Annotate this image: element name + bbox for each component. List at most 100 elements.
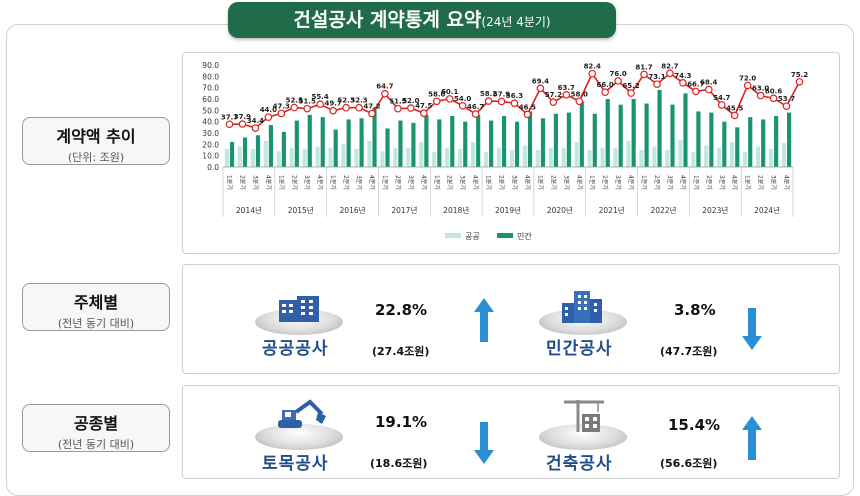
row-label-amount-title: 계약액 추이: [56, 127, 136, 146]
total-value-label: 52.3: [350, 97, 367, 105]
y-tick-label: 0.0: [207, 163, 219, 172]
up-arrow-icon: [742, 416, 762, 460]
total-value-label: 53.7: [778, 95, 795, 103]
total-value-label: 65.2: [622, 82, 639, 90]
bar-public: [224, 148, 229, 167]
civil-works-amount: (18.6조원): [370, 457, 428, 470]
x-tick-label: 1분기: [381, 175, 389, 190]
total-value-label: 72.0: [739, 74, 756, 82]
x-tick-label: 1분기: [329, 175, 337, 190]
bar-private: [774, 116, 779, 167]
x-tick-label: 1분기: [277, 175, 285, 190]
bar-private: [346, 119, 351, 167]
trend-chart: 0.0 10.0 20.0 30.0 40.0 50.0 60.0 70.0 80.0 90.0 1…: [202, 61, 808, 241]
down-arrow-icon: [474, 422, 494, 464]
bar-private: [748, 117, 753, 167]
total-point: [743, 81, 752, 90]
total-value-label: 52.3: [337, 97, 354, 105]
total-value-label: 37.7: [221, 113, 238, 121]
year-label: 2015년: [288, 205, 314, 215]
x-tick-label: 4분기: [679, 175, 687, 190]
bar-public: [535, 150, 540, 167]
total-value-label: 47.5: [415, 102, 432, 110]
total-value-label: 60.1: [441, 88, 458, 96]
total-point: [251, 124, 260, 132]
excavator-icon: [278, 399, 326, 428]
total-point: [640, 70, 648, 79]
bar-public: [470, 142, 476, 167]
total-value-label: 54.7: [713, 94, 730, 102]
total-point: [458, 101, 467, 110]
x-tick-label: 1분기: [225, 175, 233, 190]
legend-swatch-public: [445, 233, 461, 238]
total-value-label: 64.7: [376, 83, 393, 91]
bar-private: [566, 112, 571, 167]
building-works-amount: (56.6조원): [660, 457, 718, 470]
legend-label-public: 공공: [465, 232, 480, 241]
y-tick-label: 20.0: [202, 140, 219, 149]
up-arrow-icon: [474, 298, 494, 342]
x-tick-label: 2분기: [290, 175, 298, 190]
x-tick-label: 2분기: [498, 175, 506, 190]
total-value-label: 57.2: [545, 91, 562, 99]
bar-public: [626, 140, 631, 167]
city-buildings-icon: [562, 291, 602, 323]
total-point: [264, 113, 273, 121]
total-value-label: 46.7: [467, 103, 484, 111]
bar-public: [432, 152, 437, 167]
bar-private: [631, 99, 636, 167]
total-value-label: 47.3: [273, 102, 290, 110]
year-label: 2014년: [236, 205, 262, 215]
bar-public: [652, 146, 657, 167]
bar-private: [683, 93, 688, 167]
total-value-label: 74.3: [674, 72, 691, 80]
total-point: [717, 101, 726, 109]
row-label-worktype-title: 공종별: [73, 414, 119, 433]
bar-public: [341, 144, 346, 167]
building-works-label: 건축공사: [546, 454, 613, 474]
total-value-label: 46.5: [519, 103, 536, 111]
title-period: (24년 4분기): [481, 15, 551, 29]
page-title: 건설공사 계약통계 요약(24년 4분기): [228, 2, 616, 38]
y-tick-label: 50.0: [202, 106, 219, 115]
total-point: [510, 99, 519, 107]
bar-public: [276, 151, 281, 167]
x-tick-label: 2분기: [705, 175, 713, 190]
bar-private: [502, 116, 507, 167]
total-value-label: 34.4: [247, 117, 264, 125]
total-point: [471, 110, 480, 118]
trend-chart-panel: 0.0 10.0 20.0 30.0 40.0 50.0 60.0 70.0 80.0 90.0 1…: [182, 52, 840, 254]
total-point: [445, 95, 454, 103]
bar-private: [333, 129, 338, 167]
x-tick-label: 2분기: [342, 175, 350, 190]
y-tick-label: 60.0: [202, 95, 219, 104]
year-label: 2023년: [702, 205, 728, 215]
x-tick-label: 3분기: [666, 175, 674, 190]
year-label: 2020년: [547, 205, 573, 215]
bar-public: [522, 145, 527, 167]
x-tick-label: 4분기: [523, 175, 531, 190]
bar-public: [704, 145, 709, 167]
y-tick-label: 10.0: [202, 152, 219, 161]
bar-private: [540, 118, 546, 167]
total-point: [419, 109, 428, 117]
legend-swatch-private: [497, 233, 513, 238]
total-point: [769, 94, 778, 103]
total-point: [614, 77, 622, 85]
x-tick-label: 2분기: [549, 175, 557, 190]
bar-public: [613, 147, 618, 167]
total-value-label: 58.0: [428, 90, 445, 98]
x-tick-label: 4분기: [264, 175, 272, 190]
total-value-label: 51.5: [299, 98, 316, 106]
bar-private: [372, 108, 377, 167]
public-works-label: 공공공사: [262, 339, 329, 359]
y-tick-label: 80.0: [202, 72, 219, 81]
bar-private: [787, 112, 792, 167]
bar-public: [406, 147, 411, 167]
total-point: [588, 69, 597, 78]
total-value-label: 75.2: [791, 71, 808, 79]
x-tick-label: 3분기: [770, 175, 778, 190]
private-works-amount: (47.7조원): [660, 345, 718, 358]
total-value-label: 47.2: [363, 103, 380, 111]
x-tick-label: 1분기: [536, 175, 544, 190]
